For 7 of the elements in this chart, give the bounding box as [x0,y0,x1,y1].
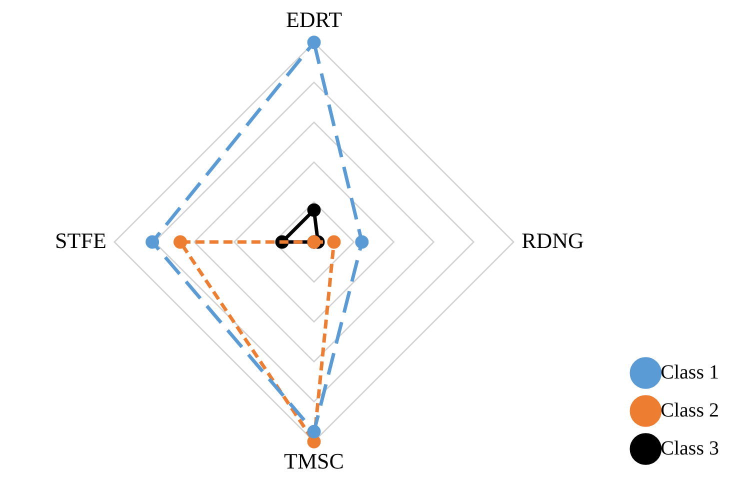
spoke-label: RDNG [522,228,584,253]
spoke-label: STFE [55,228,106,253]
legend-label: Class 2 [660,399,720,422]
spoke-label: TMSC [284,448,344,474]
spoke-label: EDRT [286,6,343,32]
legend-label: Class 1 [660,361,720,384]
legend-label: Class 3 [660,437,720,460]
